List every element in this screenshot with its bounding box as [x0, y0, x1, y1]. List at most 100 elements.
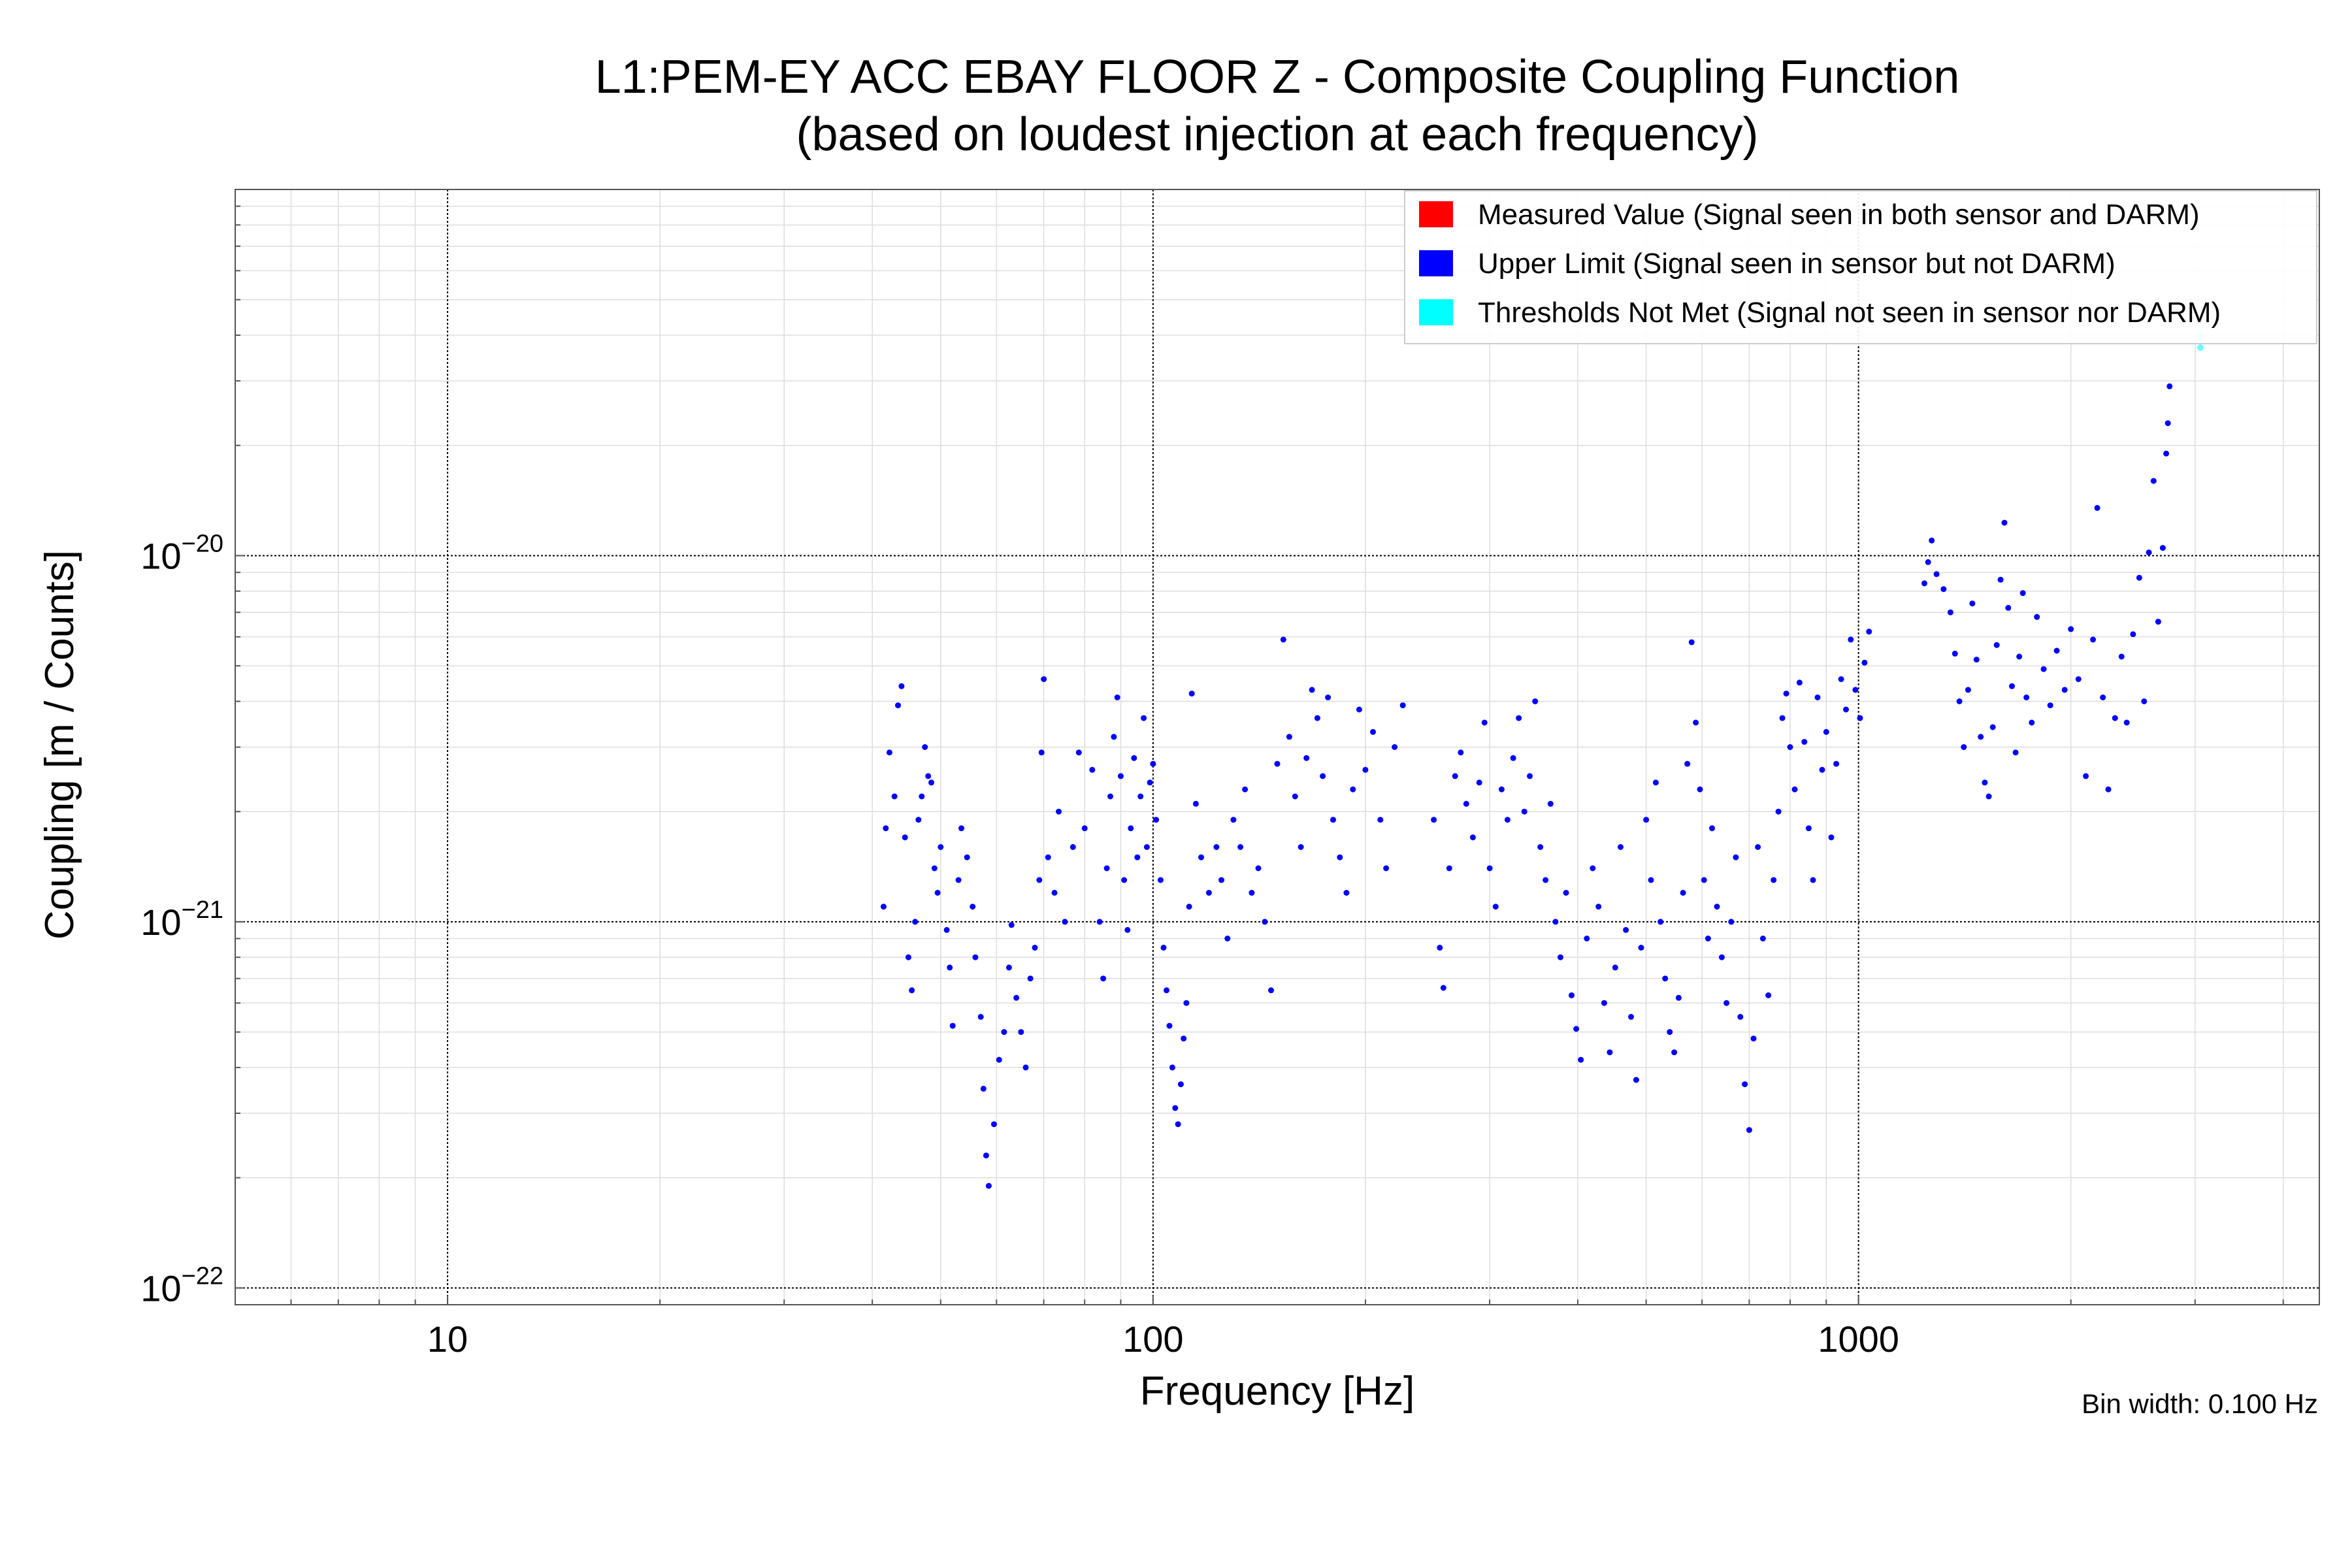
data-point	[891, 793, 898, 800]
data-point	[1051, 890, 1058, 896]
data-point	[1737, 1013, 1744, 1020]
data-point	[1969, 600, 1976, 607]
data-point	[1595, 904, 1602, 910]
data-point	[2197, 344, 2204, 351]
data-point	[1446, 865, 1452, 872]
data-point	[2061, 687, 2068, 693]
data-point	[880, 904, 887, 910]
data-point	[2166, 383, 2173, 389]
data-point	[1498, 786, 1505, 792]
y-tick-base: 10	[140, 535, 181, 576]
y-tick-base: 10	[140, 902, 181, 943]
data-point	[1742, 1081, 1748, 1088]
data-point	[895, 702, 901, 709]
data-point	[1662, 975, 1669, 982]
data-point	[2105, 786, 2112, 792]
data-point	[1618, 844, 1624, 850]
data-point	[2068, 626, 2074, 632]
data-point	[1965, 687, 1971, 693]
data-point	[985, 1183, 992, 1189]
data-point	[977, 1013, 984, 1020]
data-point	[1157, 877, 1164, 883]
data-point	[1688, 639, 1695, 645]
data-point	[902, 834, 908, 841]
data-point	[958, 825, 964, 832]
data-point	[919, 793, 925, 800]
data-point	[938, 844, 944, 850]
data-point	[1008, 922, 1015, 928]
data-point	[1103, 865, 1110, 872]
y-tick-label: 10−20	[140, 530, 223, 576]
data-point	[1255, 865, 1262, 872]
data-point	[1516, 715, 1522, 721]
legend-label-measured: Measured Value (Signal seen in both sens…	[1478, 199, 2200, 231]
data-point	[983, 1152, 989, 1159]
data-point	[1303, 755, 1310, 761]
data-point	[1504, 817, 1511, 823]
data-point	[1192, 800, 1199, 807]
data-point	[1940, 586, 1947, 593]
data-point	[1697, 786, 1703, 792]
data-point	[1089, 766, 1096, 773]
y-tick-label: 10−22	[140, 1262, 223, 1309]
data-point	[1320, 773, 1326, 779]
data-point	[898, 683, 905, 689]
data-point	[1286, 734, 1292, 740]
data-point	[1469, 834, 1476, 841]
data-point	[1160, 945, 1167, 951]
data-point	[1249, 890, 1255, 896]
data-point	[1081, 825, 1088, 832]
data-point	[1671, 1049, 1678, 1056]
data-point	[1005, 964, 1012, 971]
data-point	[1861, 659, 1868, 666]
data-point	[1143, 844, 1150, 850]
data-point	[1038, 749, 1045, 756]
data-point	[1218, 877, 1224, 883]
data-point	[1181, 1036, 1187, 1042]
data-point	[1993, 642, 2000, 648]
data-point	[1652, 779, 1659, 786]
data-point	[1022, 1064, 1029, 1071]
data-point	[1070, 844, 1076, 850]
data-point	[980, 1085, 987, 1092]
data-point	[1823, 728, 1829, 735]
data-point	[1131, 755, 1137, 761]
data-point	[2009, 683, 2015, 689]
data-point	[1675, 994, 1682, 1001]
data-point	[1573, 1026, 1580, 1032]
data-point	[1476, 779, 1482, 786]
y-tick-exponent: −21	[182, 896, 223, 924]
data-point	[1440, 985, 1446, 991]
data-point	[1018, 1029, 1024, 1036]
chart-title: L1:PEM-EY ACC EBAY FLOOR Z - Composite C…	[595, 51, 1960, 103]
data-point	[1062, 919, 1068, 925]
data-point	[1292, 793, 1298, 800]
data-point	[1814, 694, 1821, 700]
data-point	[1557, 954, 1563, 960]
data-point	[909, 987, 915, 994]
data-point	[1100, 975, 1107, 982]
data-point	[1510, 755, 1516, 761]
data-point	[2019, 590, 2026, 596]
data-point	[1810, 877, 1816, 883]
data-point	[1205, 890, 1212, 896]
data-point	[943, 926, 950, 933]
data-point	[1458, 749, 1464, 756]
data-point	[883, 825, 889, 832]
data-point	[1213, 844, 1220, 850]
data-point	[1933, 571, 1940, 578]
data-point	[1224, 936, 1231, 941]
data-point	[1701, 877, 1707, 883]
y-axis-label: Coupling [m / Counts]	[37, 550, 82, 939]
data-point	[1186, 904, 1192, 910]
data-point	[1527, 773, 1533, 779]
data-point	[1638, 945, 1644, 951]
data-point	[2150, 478, 2157, 484]
data-point	[1985, 793, 1992, 800]
major-grid	[235, 189, 2319, 1305]
legend-label-thresholds: Thresholds Not Met (Signal not seen in s…	[1478, 297, 2221, 329]
data-point	[1314, 715, 1320, 721]
y-tick-exponent: −20	[182, 530, 223, 557]
